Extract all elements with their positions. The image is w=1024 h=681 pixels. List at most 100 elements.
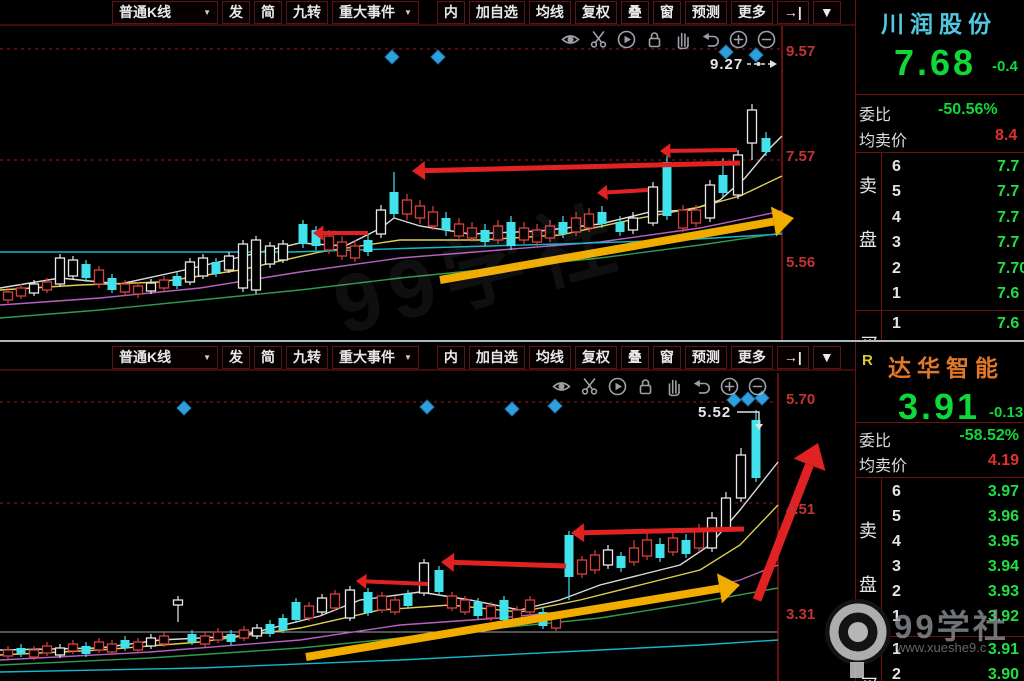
ask-level[interactable]: 4 bbox=[892, 208, 901, 226]
hand-icon[interactable] bbox=[672, 29, 693, 50]
y-axis-tick-label: 5.70 bbox=[786, 391, 816, 408]
toolbar-item-5[interactable]: 内 bbox=[436, 345, 465, 369]
ask-price[interactable]: 7.7 bbox=[997, 183, 1020, 201]
undo-icon[interactable] bbox=[700, 29, 721, 50]
eye-icon[interactable] bbox=[551, 376, 572, 397]
zoom-in-icon[interactable] bbox=[728, 29, 749, 50]
eye-icon[interactable] bbox=[560, 29, 581, 50]
weibi-label: 委比 bbox=[859, 433, 892, 450]
bid-price[interactable]: 3.91 bbox=[987, 641, 1019, 658]
scissors-icon[interactable] bbox=[588, 29, 609, 50]
candle bbox=[311, 230, 321, 246]
bid-price[interactable]: 7.6 bbox=[997, 315, 1020, 332]
hand-icon[interactable] bbox=[663, 376, 684, 397]
ask-price[interactable]: 7.7 bbox=[997, 208, 1020, 226]
ask-level[interactable]: 2 bbox=[892, 259, 901, 277]
ask-level[interactable]: 3 bbox=[892, 234, 901, 252]
toolbar-item-7[interactable]: 均线 bbox=[528, 0, 571, 24]
candle bbox=[2, 291, 14, 301]
toolbar-item-12[interactable]: 更多 bbox=[730, 0, 773, 24]
ask-price[interactable]: 7.7 bbox=[997, 234, 1020, 252]
ask-level[interactable]: 2 bbox=[892, 583, 901, 600]
toolbar-item-4[interactable]: 重大事件 ▼ bbox=[332, 345, 419, 369]
trend-arrow-shaft bbox=[752, 463, 814, 602]
ask-price[interactable]: 3.96 bbox=[987, 508, 1019, 525]
ask-level[interactable]: 1 bbox=[892, 285, 901, 302]
toolbar-item-9[interactable]: 叠 bbox=[620, 0, 649, 24]
toolbar-item-3[interactable]: 九转 bbox=[286, 345, 328, 369]
toolbar-item-10[interactable]: 窗 bbox=[652, 345, 681, 369]
kline-chart-0[interactable] bbox=[0, 26, 783, 341]
toolbar-item-3[interactable]: 九转 bbox=[286, 0, 328, 24]
toolbar-item-9[interactable]: 叠 bbox=[620, 345, 649, 369]
ask-level[interactable]: 6 bbox=[892, 158, 901, 175]
toolbar-item-6[interactable]: 加自选 bbox=[468, 345, 525, 369]
ask-price[interactable]: 7.70 bbox=[997, 259, 1024, 277]
candle bbox=[628, 547, 640, 563]
bid-level[interactable]: 2 bbox=[892, 666, 901, 681]
ask-level[interactable]: 1 bbox=[892, 608, 901, 625]
bid-price[interactable]: 3.90 bbox=[987, 666, 1019, 681]
ask-price[interactable]: 3.94 bbox=[987, 558, 1019, 575]
toolbar-item-12[interactable]: 更多 bbox=[730, 345, 773, 369]
toolbar-item-2[interactable]: 简 bbox=[254, 0, 282, 24]
toolbar-item-1[interactable]: 发 bbox=[222, 345, 250, 369]
undo-icon[interactable] bbox=[691, 376, 712, 397]
bid-level[interactable]: 1 bbox=[892, 315, 901, 332]
ask-level[interactable]: 5 bbox=[892, 183, 901, 201]
candle bbox=[54, 647, 66, 656]
lock-icon[interactable] bbox=[644, 29, 665, 50]
toolbar-item-5[interactable]: 内 bbox=[436, 0, 465, 24]
label-pointer-dot bbox=[756, 62, 761, 66]
toolbar-item-11[interactable]: 预测 bbox=[684, 0, 727, 24]
zoom-out-icon[interactable] bbox=[747, 376, 768, 397]
y-axis-tick-label: 7.57 bbox=[786, 148, 816, 165]
toolbar-item-11[interactable]: 预测 bbox=[684, 345, 727, 369]
ask-level[interactable]: 3 bbox=[892, 558, 901, 575]
toolbar-item-7[interactable]: 均线 bbox=[528, 345, 571, 369]
ask-price[interactable]: 3.95 bbox=[987, 533, 1019, 550]
bid-level[interactable]: 1 bbox=[892, 641, 901, 658]
candle bbox=[172, 599, 184, 606]
toolbar-item-8[interactable]: 复权 bbox=[574, 0, 617, 24]
toolbar-item-8[interactable]: 复权 bbox=[574, 345, 617, 369]
toolbar-item-1[interactable]: 发 bbox=[222, 0, 250, 24]
ask-price[interactable]: 3.97 bbox=[987, 483, 1019, 500]
ask-price[interactable]: 3.92 bbox=[987, 608, 1019, 625]
toolbar-item-14[interactable]: ▼ bbox=[812, 0, 841, 24]
kline-chart-1[interactable] bbox=[0, 373, 779, 681]
candle bbox=[375, 209, 387, 235]
candle bbox=[485, 605, 497, 619]
candle bbox=[531, 229, 543, 243]
scissors-icon[interactable] bbox=[579, 376, 600, 397]
ask-level[interactable]: 4 bbox=[892, 533, 901, 550]
sell-group-char: 卖 bbox=[859, 521, 877, 541]
toolbar-item-0[interactable]: 普通K线 ▼ bbox=[112, 345, 218, 369]
toolbar-item-14[interactable]: ▼ bbox=[812, 345, 841, 369]
zoom-out-icon[interactable] bbox=[756, 29, 777, 50]
ask-price[interactable]: 3.93 bbox=[987, 583, 1019, 600]
ask-level[interactable]: 6 bbox=[892, 483, 901, 500]
toolbar-item-13[interactable]: →| bbox=[776, 0, 809, 24]
zoom-in-icon[interactable] bbox=[719, 376, 740, 397]
ask-level[interactable]: 5 bbox=[892, 508, 901, 525]
toolbar-item-6[interactable]: 加自选 bbox=[468, 0, 525, 24]
candle bbox=[265, 624, 275, 634]
lock-icon[interactable] bbox=[635, 376, 656, 397]
window-split-divider[interactable] bbox=[0, 340, 1024, 342]
toolbar-item-label: 更多 bbox=[737, 349, 766, 365]
chart-tools-top bbox=[560, 29, 777, 50]
toolbar-item-2[interactable]: 简 bbox=[254, 345, 282, 369]
toolbar-item-4[interactable]: 重大事件 ▼ bbox=[332, 0, 419, 24]
candle bbox=[67, 259, 79, 277]
play-icon[interactable] bbox=[616, 29, 637, 50]
y-axis-tick-label: 5.56 bbox=[786, 254, 816, 271]
ask-price[interactable]: 7.7 bbox=[997, 158, 1020, 175]
play-icon[interactable] bbox=[607, 376, 628, 397]
toolbar-item-10[interactable]: 窗 bbox=[652, 0, 681, 24]
label-pointer-head bbox=[770, 60, 777, 68]
toolbar-item-0[interactable]: 普通K线 ▼ bbox=[112, 0, 218, 24]
ask-price[interactable]: 7.6 bbox=[997, 285, 1020, 302]
toolbar-item-13[interactable]: →| bbox=[776, 345, 809, 369]
